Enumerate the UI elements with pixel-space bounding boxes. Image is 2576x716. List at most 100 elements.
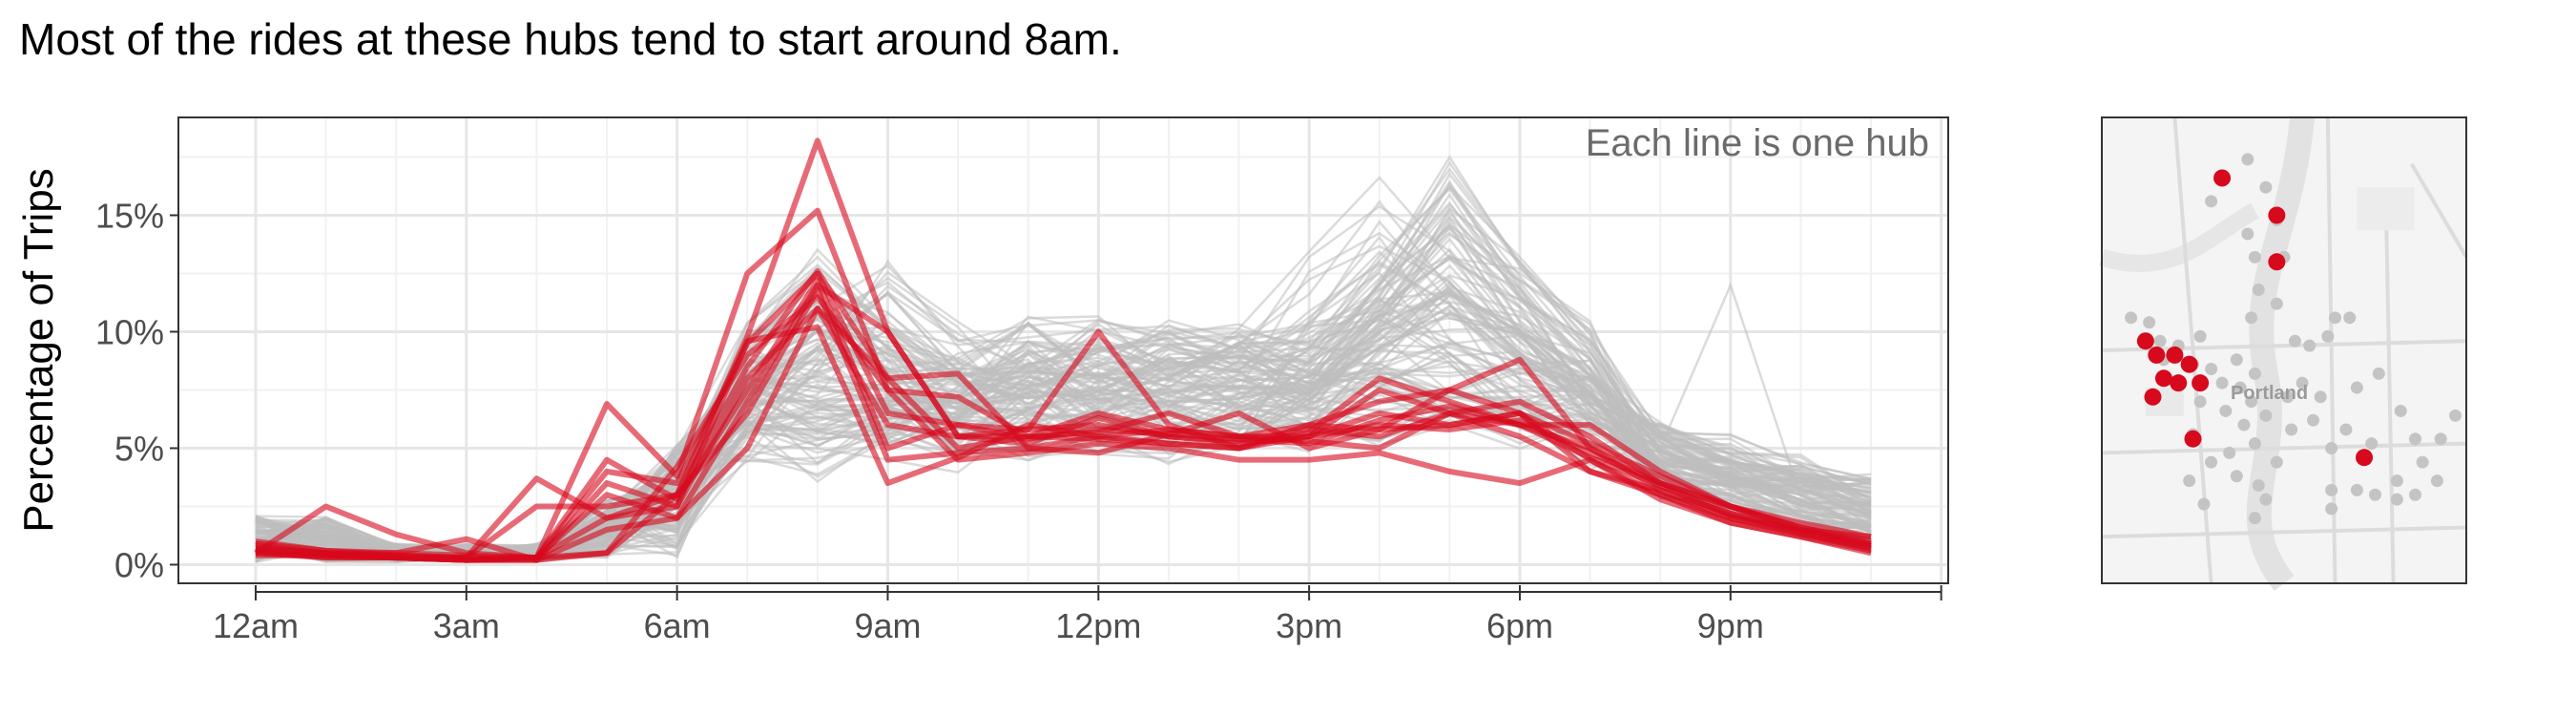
red-hub-point xyxy=(2268,253,2286,271)
line-chart-panel: 0% 5% 10% 15% 12am 3am 6am 9am 12pm 3pm 6pm 9pm Ea… xyxy=(15,116,1949,645)
y-axis-title: Percentage of Trips xyxy=(15,168,62,533)
map-street xyxy=(2101,339,2467,352)
gray-hub-point xyxy=(2343,311,2357,325)
map-city-label: Portland xyxy=(2231,383,2308,404)
gray-hub-point xyxy=(2248,367,2261,380)
gray-hub-point xyxy=(2325,483,2338,496)
gray-hub-point xyxy=(2248,512,2261,525)
gray-hub-point xyxy=(2183,474,2196,488)
y-tick-label: 10% xyxy=(95,312,164,351)
red-hub-point xyxy=(2213,169,2232,187)
gray-hub-point xyxy=(2328,311,2341,325)
red-hub-point xyxy=(2166,346,2184,364)
gray-hub-point xyxy=(2321,329,2335,343)
gray-hub-point xyxy=(2416,455,2429,469)
gray-hub-point xyxy=(2237,418,2251,432)
gray-hub-point xyxy=(2390,474,2403,488)
x-tick-label: 12am xyxy=(213,606,299,645)
red-hub-point xyxy=(2144,388,2162,406)
red-hub-point xyxy=(2136,332,2154,350)
gray-hub-point xyxy=(2248,437,2261,451)
gray-hub-point xyxy=(2230,353,2243,367)
map-street xyxy=(2101,441,2467,455)
gray-hub-point xyxy=(2197,497,2211,511)
highlighted-hub-lines xyxy=(254,137,1872,563)
red-hub-point xyxy=(2184,430,2202,448)
gray-hub-point xyxy=(2409,432,2422,446)
y-tick-label: 0% xyxy=(114,545,164,584)
gray-hub-point xyxy=(2248,250,2261,263)
gray-hub-point xyxy=(2372,367,2385,380)
red-hub-point xyxy=(2180,355,2198,373)
red-hub-point xyxy=(2154,369,2172,388)
gray-hub-point xyxy=(2233,381,2247,394)
gray-hub-point xyxy=(2281,390,2295,404)
gray-hub-point xyxy=(2307,413,2320,427)
map-street xyxy=(2101,525,2467,539)
gray-hub-point xyxy=(2245,395,2258,409)
gray-hub-point xyxy=(2205,195,2218,208)
map-border xyxy=(2101,116,2467,584)
gray-hub-point xyxy=(2365,437,2379,451)
gray-hub-point xyxy=(2205,363,2218,376)
annotation-text: Each line is one hub xyxy=(1586,122,1929,164)
gray-hub-point xyxy=(2285,423,2298,436)
gray-hub-point xyxy=(2259,180,2273,194)
gray-hub-point xyxy=(2153,334,2167,347)
gray-hub-point xyxy=(2259,493,2273,506)
gray-hub-point xyxy=(2325,502,2338,516)
gray-hub-point xyxy=(2193,395,2207,409)
y-tick-label: 5% xyxy=(114,429,164,468)
gray-hub-point xyxy=(2314,390,2327,404)
x-tick-label: 3am xyxy=(433,606,500,645)
x-tick-label: 9pm xyxy=(1697,606,1764,645)
chart-title: Most of the rides at these hubs tend to … xyxy=(19,14,1122,64)
map-street xyxy=(2383,210,2396,584)
gray-hub-point xyxy=(2303,339,2316,352)
gray-hub-point xyxy=(2409,488,2422,501)
red-hub-point xyxy=(2268,206,2286,224)
x-tick-label: 6am xyxy=(644,606,711,645)
gray-hub-point xyxy=(2449,409,2462,422)
gray-hub-point xyxy=(2143,316,2156,329)
gray-hub-point xyxy=(2325,441,2338,454)
gray-hub-point xyxy=(2245,311,2258,325)
gray-hub-point xyxy=(2205,455,2218,469)
gray-hub-point xyxy=(2434,432,2447,446)
map-road xyxy=(2099,202,2259,272)
highlighted-hub-line xyxy=(255,277,1872,563)
gray-hub-point xyxy=(2270,455,2283,469)
gray-hub-point xyxy=(2270,297,2283,310)
hub-location-map: Portland xyxy=(2099,116,2468,592)
plot-panel-border xyxy=(177,116,1949,584)
gray-hub-point xyxy=(2241,153,2254,166)
gray-hub-point xyxy=(2288,334,2301,347)
gray-hub-point xyxy=(2125,311,2138,325)
x-tick-label: 6pm xyxy=(1486,606,1553,645)
gray-hub-line xyxy=(255,290,1872,558)
gray-hub-point xyxy=(2252,284,2265,297)
map-street xyxy=(2409,162,2468,259)
gray-hub-point xyxy=(2296,376,2309,390)
red-hub-point xyxy=(2148,346,2166,364)
gray-hub-point xyxy=(2430,474,2443,488)
x-tick-label: 9am xyxy=(854,606,921,645)
red-hub-point xyxy=(2356,449,2374,467)
x-tick-label: 12pm xyxy=(1055,606,1141,645)
gray-hub-point xyxy=(2339,423,2353,436)
x-axis: 12am 3am 6am 9am 12pm 3pm 6pm 9pm xyxy=(213,585,1942,645)
gray-hub-point xyxy=(2394,404,2407,417)
gray-hub-point xyxy=(2193,329,2207,343)
gray-hub-point xyxy=(2252,479,2265,493)
gray-hub-point xyxy=(2241,227,2254,241)
gray-hub-point xyxy=(2350,483,2363,496)
red-hub-point xyxy=(2170,374,2188,392)
gray-hub-point xyxy=(2215,376,2229,390)
map-block xyxy=(2357,187,2415,231)
gray-hub-point xyxy=(2219,404,2233,417)
y-axis: 0% 5% 10% 15% xyxy=(95,196,178,584)
red-hub-point xyxy=(2192,374,2210,392)
gray-hub-point xyxy=(2369,488,2381,501)
x-tick-label: 3pm xyxy=(1276,606,1342,645)
